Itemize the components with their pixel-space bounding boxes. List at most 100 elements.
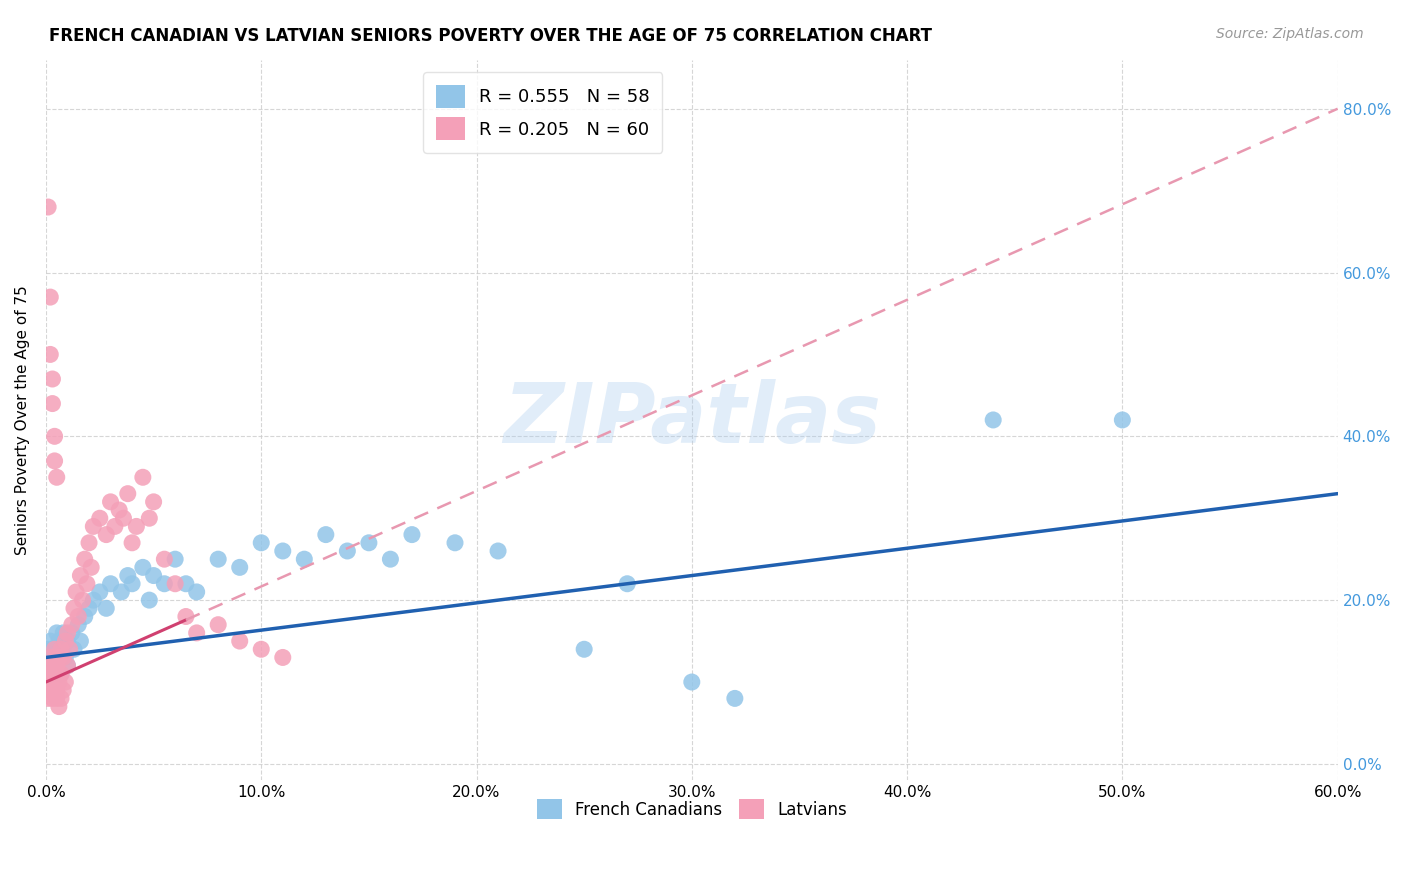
- Text: Source: ZipAtlas.com: Source: ZipAtlas.com: [1216, 27, 1364, 41]
- Legend: French Canadians, Latvians: French Canadians, Latvians: [530, 792, 853, 826]
- Point: [37, 658, 59, 673]
- Point: [69, 568, 91, 582]
- Point: [572, 642, 595, 657]
- Point: [60, 617, 83, 632]
- Point: [174, 576, 197, 591]
- Point: [52, 626, 75, 640]
- Point: [37, 642, 59, 657]
- Point: [724, 691, 747, 706]
- Point: [72, 593, 94, 607]
- Point: [444, 536, 467, 550]
- Point: [41, 691, 63, 706]
- Point: [292, 552, 315, 566]
- Point: [41, 666, 63, 681]
- Point: [73, 552, 96, 566]
- Point: [165, 576, 187, 591]
- Point: [67, 609, 90, 624]
- Point: [100, 495, 122, 509]
- Point: [186, 585, 208, 599]
- Point: [89, 585, 111, 599]
- Point: [56, 634, 79, 648]
- Point: [981, 413, 1004, 427]
- Point: [401, 527, 423, 541]
- Point: [39, 658, 62, 673]
- Point: [89, 511, 111, 525]
- Point: [44, 454, 66, 468]
- Point: [110, 585, 132, 599]
- Point: [174, 609, 197, 624]
- Point: [271, 544, 294, 558]
- Point: [44, 666, 66, 681]
- Point: [48, 634, 70, 648]
- Point: [45, 470, 67, 484]
- Point: [142, 495, 165, 509]
- Point: [48, 650, 70, 665]
- Point: [52, 642, 75, 657]
- Point: [49, 691, 72, 706]
- Point: [37, 691, 59, 706]
- Point: [41, 650, 63, 665]
- Point: [45, 626, 67, 640]
- Point: [48, 675, 70, 690]
- Point: [153, 552, 176, 566]
- Point: [132, 560, 155, 574]
- Point: [39, 650, 62, 665]
- Point: [336, 544, 359, 558]
- Point: [138, 511, 160, 525]
- Point: [76, 576, 98, 591]
- Point: [39, 683, 62, 698]
- Point: [44, 642, 66, 657]
- Point: [67, 617, 90, 632]
- Point: [48, 642, 70, 657]
- Point: [121, 536, 143, 550]
- Point: [63, 642, 86, 657]
- Point: [53, 634, 76, 648]
- Point: [250, 536, 273, 550]
- Point: [37, 650, 59, 665]
- Point: [117, 486, 139, 500]
- Point: [132, 470, 155, 484]
- Point: [108, 503, 131, 517]
- Point: [121, 576, 143, 591]
- Point: [39, 290, 62, 304]
- Point: [357, 536, 380, 550]
- Point: [45, 691, 67, 706]
- Point: [39, 666, 62, 681]
- Point: [207, 617, 229, 632]
- Point: [45, 675, 67, 690]
- Point: [56, 626, 79, 640]
- Point: [82, 519, 104, 533]
- Point: [45, 683, 67, 698]
- Point: [82, 593, 104, 607]
- Point: [39, 634, 62, 648]
- Text: ZIPatlas: ZIPatlas: [503, 379, 880, 460]
- Point: [1111, 413, 1133, 427]
- Point: [207, 552, 229, 566]
- Point: [138, 593, 160, 607]
- Point: [52, 683, 75, 698]
- Point: [49, 666, 72, 681]
- Point: [681, 675, 703, 690]
- Point: [53, 675, 76, 690]
- Point: [125, 519, 148, 533]
- Point: [142, 568, 165, 582]
- Point: [96, 527, 118, 541]
- Text: FRENCH CANADIAN VS LATVIAN SENIORS POVERTY OVER THE AGE OF 75 CORRELATION CHART: FRENCH CANADIAN VS LATVIAN SENIORS POVER…: [49, 27, 932, 45]
- Point: [60, 626, 83, 640]
- Point: [315, 527, 337, 541]
- Point: [380, 552, 402, 566]
- Point: [228, 560, 250, 574]
- Point: [49, 650, 72, 665]
- Point: [65, 585, 87, 599]
- Point: [44, 429, 66, 443]
- Point: [37, 675, 59, 690]
- Point: [53, 650, 76, 665]
- Point: [69, 634, 91, 648]
- Point: [77, 601, 100, 615]
- Point: [104, 519, 127, 533]
- Point: [153, 576, 176, 591]
- Point: [41, 372, 63, 386]
- Point: [56, 658, 79, 673]
- Point: [77, 536, 100, 550]
- Point: [73, 609, 96, 624]
